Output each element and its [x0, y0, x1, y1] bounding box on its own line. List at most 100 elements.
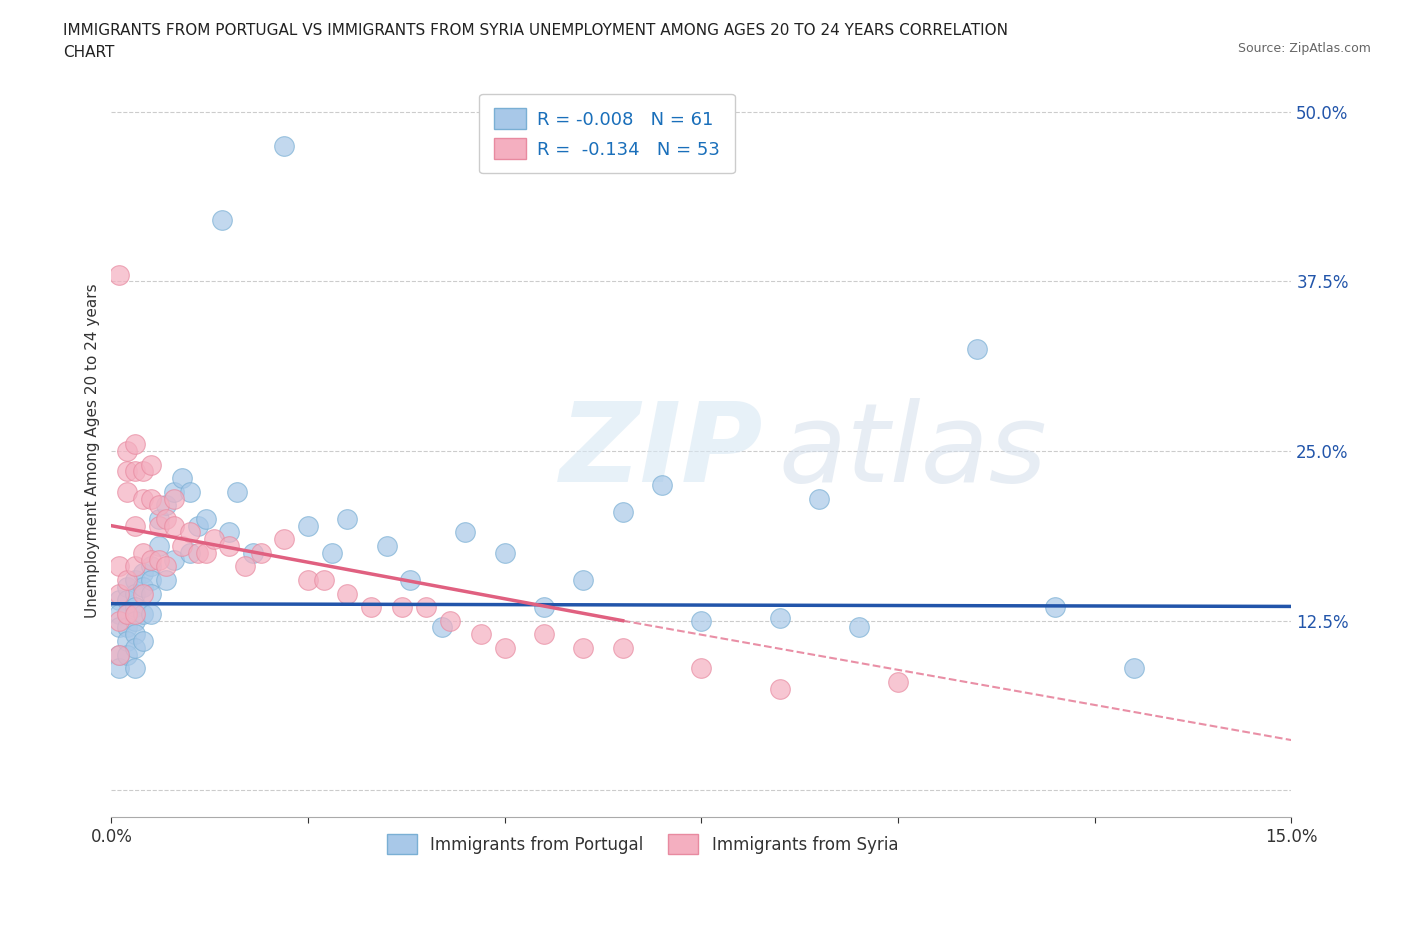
Point [108, 620, 131, 635]
Point [124, 559, 146, 574]
Point [250, 545, 273, 560]
Point [439, 613, 461, 628]
Text: IMMIGRANTS FROM PORTUGAL VS IMMIGRANTS FROM SYRIA UNEMPLOYMENT AMONG AGES 20 TO : IMMIGRANTS FROM PORTUGAL VS IMMIGRANTS F… [63, 23, 1008, 38]
Point [194, 512, 217, 526]
Point [124, 464, 146, 479]
Point [808, 491, 831, 506]
Point [533, 627, 555, 642]
Point [273, 139, 295, 153]
Point [415, 600, 437, 615]
Point [155, 512, 177, 526]
Point [124, 660, 146, 675]
Point [226, 485, 249, 499]
Point [148, 498, 170, 512]
Point [108, 647, 131, 662]
Point [1123, 660, 1146, 675]
Point [124, 518, 146, 533]
Point [155, 498, 177, 512]
Point [139, 573, 162, 588]
Point [218, 538, 240, 553]
Point [572, 641, 595, 656]
Point [124, 606, 146, 621]
Text: CHART: CHART [63, 45, 115, 60]
Point [163, 552, 186, 567]
Point [108, 586, 131, 601]
Point [115, 606, 138, 621]
Point [124, 437, 146, 452]
Point [494, 545, 516, 560]
Point [124, 600, 146, 615]
Point [391, 600, 413, 615]
Point [115, 620, 138, 635]
Y-axis label: Unemployment Among Ages 20 to 24 years: Unemployment Among Ages 20 to 24 years [86, 284, 100, 618]
Point [115, 593, 138, 608]
Point [297, 518, 319, 533]
Point [163, 518, 186, 533]
Point [108, 647, 131, 662]
Point [132, 579, 155, 594]
Point [108, 606, 131, 621]
Point [148, 512, 170, 526]
Point [108, 593, 131, 608]
Point [769, 610, 792, 625]
Point [139, 586, 162, 601]
Point [115, 606, 138, 621]
Point [139, 559, 162, 574]
Point [360, 600, 382, 615]
Point [202, 532, 225, 547]
Point [430, 620, 453, 635]
Point [115, 485, 138, 499]
Point [132, 545, 155, 560]
Point [108, 559, 131, 574]
Point [115, 444, 138, 458]
Point [187, 545, 209, 560]
Point [690, 613, 713, 628]
Point [194, 545, 217, 560]
Point [187, 518, 209, 533]
Point [132, 491, 155, 506]
Point [132, 606, 155, 621]
Point [115, 647, 138, 662]
Point [375, 538, 398, 553]
Point [124, 641, 146, 656]
Point [115, 633, 138, 648]
Point [1045, 600, 1067, 615]
Text: ZIP: ZIP [560, 398, 763, 505]
Point [115, 579, 138, 594]
Text: atlas: atlas [778, 398, 1046, 505]
Point [155, 573, 177, 588]
Point [218, 525, 240, 540]
Point [312, 573, 335, 588]
Point [321, 545, 343, 560]
Point [115, 573, 138, 588]
Point [179, 525, 201, 540]
Point [132, 586, 155, 601]
Point [454, 525, 477, 540]
Point [242, 545, 264, 560]
Point [108, 613, 131, 628]
Point [336, 512, 359, 526]
Point [139, 552, 162, 567]
Point [148, 538, 170, 553]
Point [163, 485, 186, 499]
Point [139, 458, 162, 472]
Point [172, 538, 194, 553]
Point [132, 464, 155, 479]
Point [124, 613, 146, 628]
Point [124, 573, 146, 588]
Point [108, 267, 131, 282]
Point [155, 559, 177, 574]
Point [848, 620, 870, 635]
Point [132, 633, 155, 648]
Point [139, 606, 162, 621]
Point [273, 532, 295, 547]
Point [690, 660, 713, 675]
Point [494, 641, 516, 656]
Point [769, 681, 792, 696]
Point [612, 505, 634, 520]
Point [572, 573, 595, 588]
Point [651, 478, 673, 493]
Point [470, 627, 492, 642]
Point [336, 586, 359, 601]
Point [966, 342, 988, 357]
